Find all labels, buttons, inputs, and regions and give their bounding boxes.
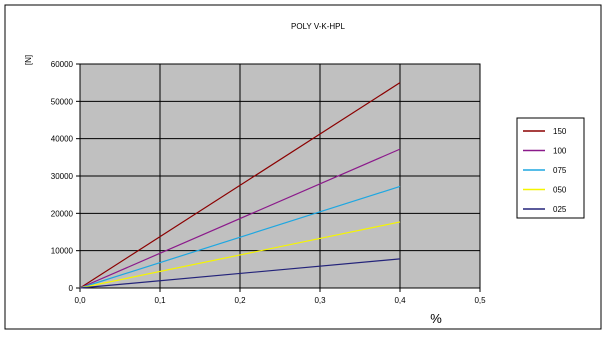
- x-tick-label: 0,2: [234, 296, 246, 305]
- chart-title: POLY V-K-HPL: [291, 22, 346, 31]
- legend-label-075: 075: [553, 166, 567, 175]
- legend-box: [516, 117, 585, 219]
- series-line-050: [79, 221, 401, 289]
- y-axis-label: [N]: [24, 55, 33, 65]
- plot-area: 0 10000 20000 30000 40000 50000 60000 0,0 0,1 0,2…: [51, 60, 486, 305]
- series-line-150: [79, 82, 401, 289]
- x-axis-label: %: [430, 311, 442, 326]
- y-tick-label: 20000: [51, 209, 74, 218]
- legend-label-150: 150: [553, 127, 567, 136]
- x-tick-label: 0,1: [154, 296, 166, 305]
- x-tick-label: 0,4: [394, 296, 406, 305]
- legend-label-050: 050: [553, 186, 567, 195]
- y-tick-label: 30000: [51, 172, 74, 181]
- series-line-075: [79, 185, 401, 289]
- y-tick-label: 60000: [51, 60, 74, 69]
- x-tick-label: 0,0: [74, 296, 86, 305]
- x-tick-label: 0,5: [474, 296, 486, 305]
- legend: 150 100 075 050 025: [516, 117, 585, 219]
- legend-label-025: 025: [553, 205, 567, 214]
- y-tick-label: 50000: [51, 97, 74, 106]
- y-tick-label: 10000: [51, 247, 74, 256]
- y-tick-label: 0: [69, 284, 74, 293]
- x-tick-label: 0,3: [314, 296, 326, 305]
- legend-label-100: 100: [553, 147, 567, 156]
- y-tick-label: 40000: [51, 135, 74, 144]
- series-line-100: [79, 148, 401, 289]
- series-line-025: [79, 258, 401, 289]
